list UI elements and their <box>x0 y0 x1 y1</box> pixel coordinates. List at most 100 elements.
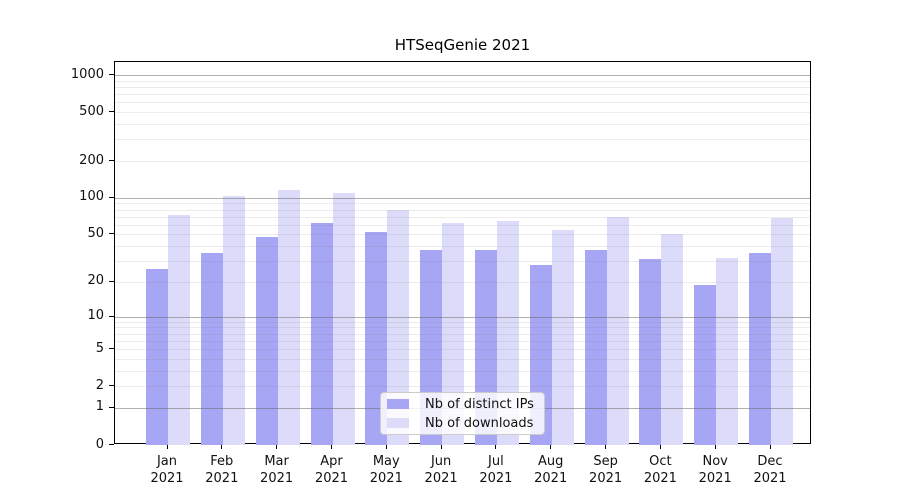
gridline-minor <box>115 386 810 388</box>
legend-swatch-distinct-ips-icon <box>387 399 409 409</box>
bar-distinct-ips-dec <box>749 253 771 445</box>
x-tick-mark <box>221 445 223 449</box>
y-tick-mark <box>109 406 114 408</box>
x-tick-label: Oct 2021 <box>643 454 677 486</box>
y-tick-label: 50 <box>87 225 104 241</box>
gridline-minor <box>115 333 810 335</box>
bar-downloads-apr <box>332 193 355 445</box>
x-tick-label: Aug 2021 <box>534 454 568 486</box>
x-tick-mark <box>166 445 168 449</box>
y-tick-label: 20 <box>87 273 104 289</box>
gridline-minor <box>115 161 810 162</box>
bar-downloads-nov <box>716 257 739 445</box>
gridline-minor <box>115 112 810 114</box>
gridline-minor <box>115 246 810 248</box>
x-tick-mark <box>714 445 716 449</box>
bar-downloads-may <box>387 209 410 445</box>
gridline-minor <box>115 327 810 329</box>
gridline-major <box>115 197 810 199</box>
y-tick-mark <box>109 196 114 198</box>
y-tick-label: 2 <box>95 377 104 393</box>
gridline-minor <box>115 358 810 360</box>
y-tick-label: 1 <box>95 399 104 415</box>
y-tick-mark <box>109 280 114 282</box>
y-tick-mark <box>109 160 114 161</box>
gridline-minor <box>115 216 810 218</box>
y-tick-label: 200 <box>79 152 104 168</box>
legend-label-downloads: Nb of downloads <box>425 415 534 431</box>
bar-downloads-aug <box>551 230 574 445</box>
x-tick-label: Dec 2021 <box>753 454 787 486</box>
y-tick-label: 1000 <box>70 66 104 82</box>
x-tick-label: Jul 2021 <box>479 454 513 486</box>
gridline-major <box>115 316 810 318</box>
x-tick-label: Nov 2021 <box>698 454 732 486</box>
x-tick-mark <box>550 445 552 449</box>
legend-row: Nb of downloads <box>387 416 536 431</box>
legend-row: Nb of distinct IPs <box>387 397 536 412</box>
y-tick-label: 5 <box>95 340 104 356</box>
bar-distinct-ips-may <box>365 232 388 445</box>
x-tick-mark <box>331 445 332 449</box>
gridline-minor <box>115 281 810 283</box>
gridline-minor <box>115 94 810 96</box>
bar-downloads-feb <box>222 195 245 445</box>
gridline-minor <box>115 139 810 141</box>
y-tick-label: 500 <box>79 103 104 119</box>
y-tick-label: 10 <box>87 308 104 324</box>
bar-distinct-ips-sep <box>584 250 607 445</box>
x-tick-mark <box>440 445 442 449</box>
chart-title: HTSeqGenie 2021 <box>394 36 531 54</box>
x-tick-label: Feb 2021 <box>205 454 239 486</box>
y-tick-label: 0 <box>95 436 104 452</box>
bar-distinct-ips-nov <box>694 284 717 445</box>
gridline-minor <box>115 340 810 342</box>
gridline-minor <box>115 209 810 211</box>
grid-layer <box>115 62 810 443</box>
y-tick-mark <box>109 385 114 387</box>
gridline-minor <box>115 224 810 226</box>
x-tick-mark <box>769 445 771 449</box>
y-tick-mark <box>109 444 114 445</box>
gridline-minor <box>115 86 810 88</box>
bar-distinct-ips-apr <box>310 223 333 445</box>
gridline-minor <box>115 370 810 372</box>
gridline-minor <box>115 203 810 205</box>
bar-downloads-jun <box>442 223 465 445</box>
bar-downloads-dec <box>771 218 793 445</box>
gridline-minor <box>115 80 810 82</box>
legend: Nb of distinct IPs Nb of downloads <box>380 392 545 435</box>
gridline-minor <box>115 321 810 323</box>
y-tick-mark <box>109 111 114 113</box>
x-tick-label: Jun 2021 <box>424 454 458 486</box>
y-tick-mark <box>109 315 114 317</box>
x-tick-mark <box>276 445 278 449</box>
x-tick-mark <box>605 445 607 449</box>
x-tick-mark <box>495 445 497 449</box>
gridline-minor <box>115 102 810 104</box>
gridline-major <box>115 75 810 76</box>
bar-distinct-ips-feb <box>200 253 223 445</box>
gridline-minor <box>115 124 810 125</box>
y-tick-mark <box>109 348 114 349</box>
bar-distinct-ips-jan <box>146 268 168 445</box>
x-tick-mark <box>659 445 661 449</box>
x-tick-label: Apr 2021 <box>314 454 349 486</box>
x-tick-label: Mar 2021 <box>260 454 294 486</box>
gridline-minor <box>115 349 810 350</box>
y-tick-mark <box>109 74 114 75</box>
plot-area <box>114 61 811 445</box>
x-tick-mark <box>385 445 387 449</box>
y-tick-mark <box>109 233 114 235</box>
x-tick-label: May 2021 <box>369 454 403 486</box>
bar-distinct-ips-oct <box>639 259 662 445</box>
bar-downloads-oct <box>661 234 684 445</box>
gridline-minor <box>115 234 810 236</box>
legend-label-distinct-ips: Nb of distinct IPs <box>425 396 534 412</box>
y-tick-label: 100 <box>79 189 104 205</box>
x-tick-label: Jan 2021 <box>150 454 184 486</box>
gridline-minor <box>115 261 810 263</box>
bar-distinct-ips-mar <box>255 236 278 445</box>
legend-swatch-downloads-icon <box>387 418 409 428</box>
